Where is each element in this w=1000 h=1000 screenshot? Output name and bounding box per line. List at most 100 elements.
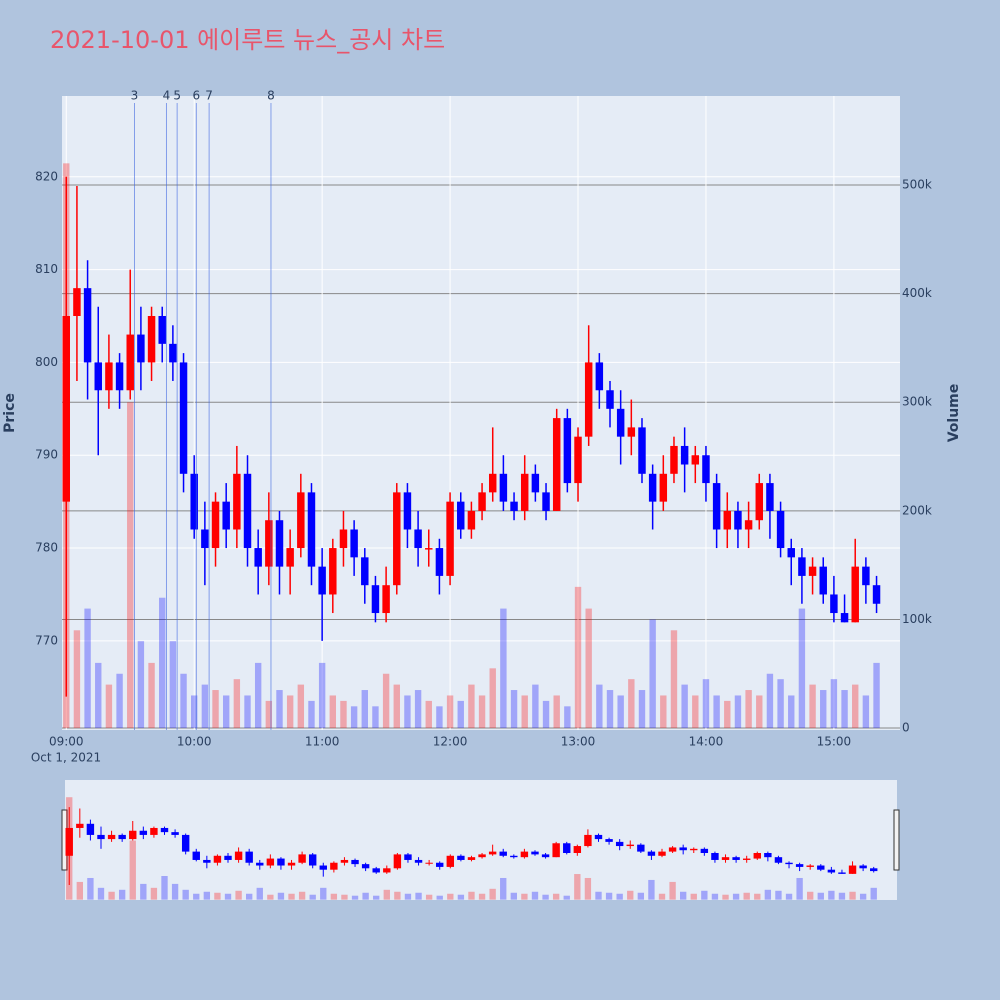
slider-candle-body: [298, 854, 306, 863]
candle-body: [126, 334, 134, 391]
volume-bar: [350, 706, 358, 729]
slider-candle-body: [340, 859, 349, 863]
volume-bar: [201, 684, 209, 729]
slider-volume-bar: [500, 877, 507, 900]
candle-body: [403, 492, 412, 530]
volume-bar: [702, 679, 710, 729]
slider-volume-bar: [859, 893, 867, 900]
slider-candle-body: [266, 858, 275, 866]
rangeslider-background: [65, 780, 897, 900]
candle-body: [158, 315, 166, 344]
volume-bar: [105, 684, 113, 729]
volume-bar: [84, 608, 91, 729]
slider-candle-body: [711, 853, 719, 860]
slider-volume-bar: [817, 892, 824, 900]
slider-volume-bar: [76, 881, 83, 900]
volume-bar: [308, 700, 315, 729]
volume-bar: [297, 684, 305, 729]
slider-volume-bar: [277, 892, 285, 900]
volume-bar: [553, 695, 560, 729]
candle-body: [105, 362, 113, 391]
candle-body: [520, 473, 529, 511]
candle-body: [787, 548, 795, 558]
volume-bar: [713, 695, 720, 729]
volume-bar: [393, 684, 400, 729]
volume-bar: [265, 700, 273, 729]
slider-volume-bar: [383, 889, 390, 900]
y2-tick-label: 0: [902, 721, 910, 735]
slider-volume-bar: [87, 877, 94, 900]
slider-volume-bar: [373, 895, 380, 900]
slider-candle-body: [129, 830, 137, 840]
volume-bar: [414, 690, 422, 729]
candle-body: [627, 427, 636, 437]
slider-candle-body: [817, 865, 825, 870]
volume-bar: [95, 662, 102, 729]
candle-body: [638, 427, 646, 474]
volume-bar: [361, 690, 368, 729]
slider-candle-body: [139, 830, 148, 835]
slider-volume-bar: [775, 890, 782, 900]
volume-bar: [574, 586, 582, 729]
volume-bar: [596, 684, 603, 729]
candle-body: [862, 566, 870, 586]
slider-volume-bar: [574, 874, 581, 900]
slider-candle-body: [615, 841, 624, 847]
slider-candle-body: [647, 851, 656, 856]
slider-volume-bar: [521, 893, 528, 900]
slider-volume-bar: [182, 889, 189, 900]
slider-candle-body: [319, 865, 327, 870]
candle-body: [62, 315, 70, 502]
volume-bar: [681, 684, 688, 729]
volume-bar: [222, 695, 230, 729]
slider-volume-bar: [584, 877, 592, 900]
slider-volume-bar: [298, 891, 306, 900]
candle-body: [499, 473, 508, 502]
slider-candle-body: [594, 834, 603, 840]
candle-body: [318, 566, 326, 595]
volume-bar: [734, 695, 742, 729]
slider-volume-bar: [320, 887, 327, 900]
slider-candle-body: [150, 827, 158, 835]
volume-bar: [127, 402, 134, 729]
candle-body: [563, 418, 572, 484]
y2-axis-title: Volume: [946, 384, 962, 443]
slider-volume-bar: [542, 894, 549, 900]
candle-body: [361, 557, 369, 586]
slider-volume-bar: [457, 894, 465, 900]
candle-body: [233, 473, 241, 530]
slider-volume-bar: [288, 893, 295, 900]
slider-candle-body: [499, 851, 507, 856]
volume-bar: [873, 662, 880, 729]
y-tick-label: 800: [35, 355, 58, 369]
rangeslider-handle[interactable]: [893, 809, 900, 871]
volume-bar: [212, 690, 219, 729]
candle-body: [339, 529, 348, 549]
volume-bar: [148, 662, 155, 729]
x-tick-label: 12:00: [433, 735, 468, 749]
slider-volume-bar: [351, 895, 359, 900]
volume-bar: [660, 695, 667, 729]
slider-candle-body: [372, 868, 380, 873]
slider-volume-bar: [150, 887, 158, 900]
slider-volume-bar: [362, 892, 369, 900]
candle-body: [766, 483, 774, 511]
candle-body: [691, 455, 700, 465]
slider-volume-bar: [711, 893, 719, 900]
candle-body: [147, 315, 156, 363]
slider-volume-bar: [648, 879, 655, 900]
candle-body: [297, 492, 305, 549]
volume-bar: [318, 662, 326, 729]
slider-candle-body: [732, 857, 740, 860]
slider-volume-bar: [246, 893, 253, 900]
slider-volume-bar: [637, 892, 645, 900]
candle-body: [488, 473, 497, 493]
volume-bar: [809, 684, 816, 729]
volume-bar: [510, 690, 518, 729]
candle-body: [286, 548, 294, 567]
slider-candle-body: [510, 855, 518, 858]
volume-bar: [756, 695, 763, 729]
volume-bar: [745, 690, 752, 729]
candle-body: [819, 566, 827, 595]
volume-bar: [169, 641, 177, 729]
